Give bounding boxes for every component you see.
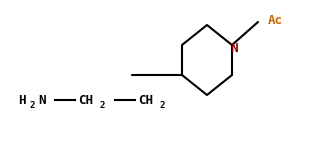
Text: N: N bbox=[230, 42, 238, 55]
Text: 2: 2 bbox=[30, 101, 36, 110]
Text: H: H bbox=[18, 94, 26, 107]
Text: CH: CH bbox=[138, 94, 153, 107]
Text: N: N bbox=[38, 94, 46, 107]
Text: Ac: Ac bbox=[268, 14, 283, 27]
Text: 2: 2 bbox=[100, 101, 105, 110]
Text: CH: CH bbox=[78, 94, 93, 107]
Text: 2: 2 bbox=[160, 101, 165, 110]
